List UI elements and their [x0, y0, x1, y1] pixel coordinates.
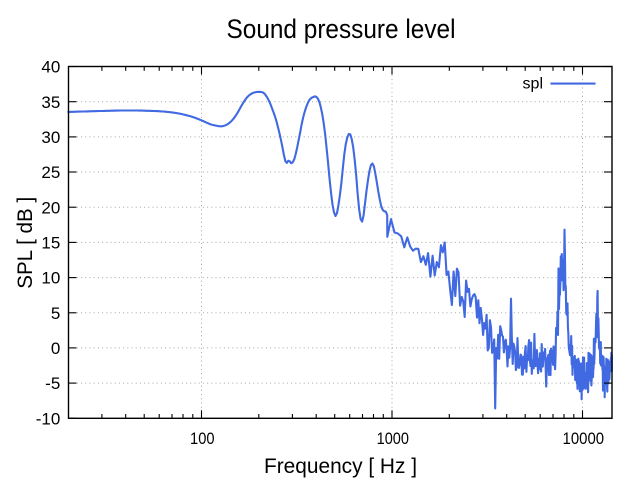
- svg-text:Frequency [ Hz ]: Frequency [ Hz ]: [264, 454, 417, 478]
- svg-text:35: 35: [41, 93, 60, 112]
- svg-text:spl: spl: [523, 75, 543, 92]
- svg-text:10000: 10000: [563, 429, 605, 448]
- svg-text:-10: -10: [36, 409, 61, 428]
- svg-text:Sound pressure level: Sound pressure level: [227, 14, 456, 44]
- svg-text:40: 40: [41, 58, 60, 77]
- svg-text:1000: 1000: [377, 429, 409, 448]
- svg-text:25: 25: [41, 163, 60, 182]
- svg-text:-5: -5: [45, 374, 60, 393]
- svg-text:10: 10: [41, 269, 60, 288]
- svg-text:100: 100: [190, 429, 215, 448]
- svg-text:SPL [ dB ]: SPL [ dB ]: [13, 197, 37, 289]
- svg-text:5: 5: [51, 304, 60, 323]
- svg-text:0: 0: [51, 339, 60, 358]
- svg-text:20: 20: [41, 198, 60, 217]
- svg-text:15: 15: [41, 234, 60, 253]
- svg-text:30: 30: [41, 128, 60, 147]
